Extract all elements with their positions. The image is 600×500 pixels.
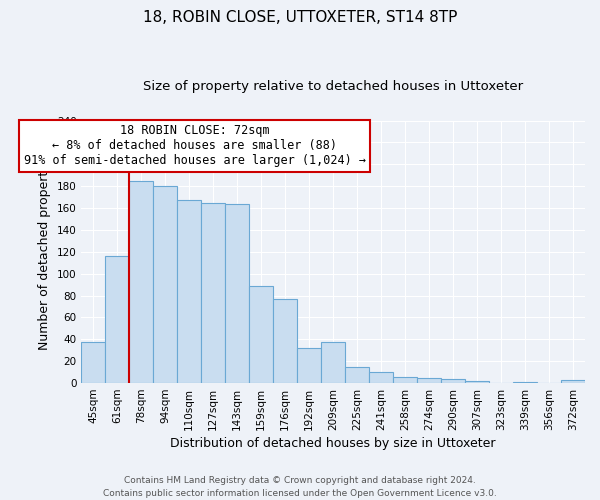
Bar — [225, 204, 249, 383]
Text: Contains HM Land Registry data © Crown copyright and database right 2024.
Contai: Contains HM Land Registry data © Crown c… — [103, 476, 497, 498]
Bar — [513, 382, 537, 383]
Bar — [369, 372, 393, 383]
Bar — [393, 376, 417, 383]
Bar — [441, 378, 465, 383]
Bar — [130, 180, 154, 383]
Bar — [249, 286, 273, 383]
Bar — [154, 186, 178, 383]
Bar — [273, 299, 297, 383]
Text: 18, ROBIN CLOSE, UTTOXETER, ST14 8TP: 18, ROBIN CLOSE, UTTOXETER, ST14 8TP — [143, 10, 457, 25]
Bar — [345, 366, 369, 383]
Title: Size of property relative to detached houses in Uttoxeter: Size of property relative to detached ho… — [143, 80, 523, 93]
Text: 18 ROBIN CLOSE: 72sqm
← 8% of detached houses are smaller (88)
91% of semi-detac: 18 ROBIN CLOSE: 72sqm ← 8% of detached h… — [23, 124, 365, 168]
Y-axis label: Number of detached properties: Number of detached properties — [38, 154, 51, 350]
Bar — [561, 380, 585, 383]
Bar — [82, 342, 106, 383]
Bar — [178, 200, 201, 383]
Bar — [417, 378, 441, 383]
Bar — [201, 202, 225, 383]
Bar — [321, 342, 345, 383]
Bar — [465, 381, 489, 383]
X-axis label: Distribution of detached houses by size in Uttoxeter: Distribution of detached houses by size … — [170, 437, 496, 450]
Bar — [106, 256, 130, 383]
Bar — [297, 348, 321, 383]
